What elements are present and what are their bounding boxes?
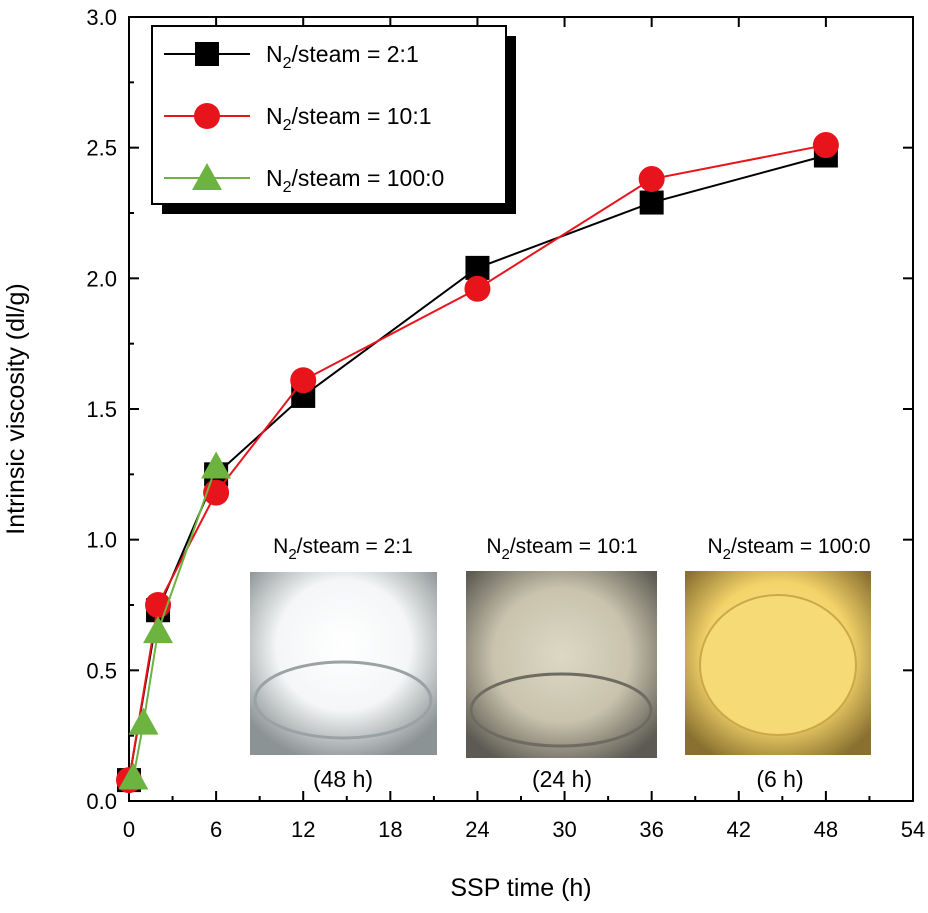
inset-photo-2: N2/steam = 10:1 (24 h) <box>466 535 657 792</box>
series-layer <box>116 132 839 794</box>
data-point <box>118 762 149 790</box>
inset-photo-heap-3 <box>699 594 857 736</box>
legend-marker <box>195 42 219 66</box>
data-point <box>201 451 232 479</box>
x-tick-label: 30 <box>552 817 576 842</box>
legend-item-3: N2/steam = 100:0 <box>164 163 444 196</box>
x-axis-title: SSP time (h) <box>450 874 591 902</box>
series-line <box>132 466 218 778</box>
series-3 <box>118 451 232 790</box>
data-point <box>128 707 159 735</box>
legend-label: N2/steam = 10:1 <box>266 103 432 134</box>
inset-time-1: (48 h) <box>313 766 373 792</box>
x-tick-label: 24 <box>465 817 489 842</box>
data-point <box>290 367 317 394</box>
data-point <box>143 616 174 644</box>
legend-item-2: N2/steam = 10:1 <box>164 103 432 134</box>
y-tick-label: 2.0 <box>86 266 117 291</box>
legend-label: N2/steam = 100:0 <box>266 165 444 196</box>
legend: N2/steam = 2:1 N2/steam = 10:1 N2/steam = … <box>151 25 516 214</box>
inset-photos: N2/steam = 2:1 (48 h) N2/steam = 10:1 (2… <box>250 535 871 792</box>
legend-item-1: N2/steam = 2:1 <box>164 41 419 72</box>
legend-marker <box>192 163 222 190</box>
data-point <box>638 166 665 193</box>
inset-photo-dish-1 <box>253 660 433 740</box>
y-tick-label: 0.0 <box>86 789 117 814</box>
legend-marker <box>194 103 220 129</box>
inset-caption-3: N2/steam = 100:0 <box>707 535 870 563</box>
x-tick-label: 18 <box>378 817 402 842</box>
x-tick-label: 42 <box>727 817 751 842</box>
legend-label: N2/steam = 2:1 <box>266 41 419 72</box>
x-tick-label: 36 <box>639 817 663 842</box>
x-tick-label: 48 <box>814 817 838 842</box>
x-tick-label: 54 <box>901 817 925 842</box>
inset-time-3: (6 h) <box>756 766 803 792</box>
inset-photo-dish-2 <box>469 672 653 748</box>
inset-photo-1: N2/steam = 2:1 (48 h) <box>250 535 437 792</box>
inset-photo-3: N2/steam = 100:0 (6 h) <box>685 535 871 792</box>
inset-caption-2: N2/steam = 10:1 <box>486 535 637 563</box>
inset-photo-image-2 <box>466 571 657 758</box>
inset-caption-1: N2/steam = 2:1 <box>273 535 413 563</box>
y-axis-title: Intrinsic viscosity (dl/g) <box>2 283 30 534</box>
inset-time-2: (24 h) <box>532 766 592 792</box>
x-tick-label: 6 <box>210 817 222 842</box>
x-tick-label: 12 <box>291 817 315 842</box>
y-axis: 0.0 0.5 1.0 1.5 2.0 2.5 3.0 <box>86 5 913 814</box>
y-tick-label: 3.0 <box>86 5 117 30</box>
y-tick-label: 1.5 <box>86 397 117 422</box>
data-point <box>464 275 491 302</box>
y-tick-label: 2.5 <box>86 136 117 161</box>
x-tick-label: 0 <box>123 817 135 842</box>
y-tick-label: 1.0 <box>86 528 117 553</box>
data-point <box>812 132 839 159</box>
y-tick-label: 0.5 <box>86 658 117 683</box>
data-point <box>639 190 664 215</box>
